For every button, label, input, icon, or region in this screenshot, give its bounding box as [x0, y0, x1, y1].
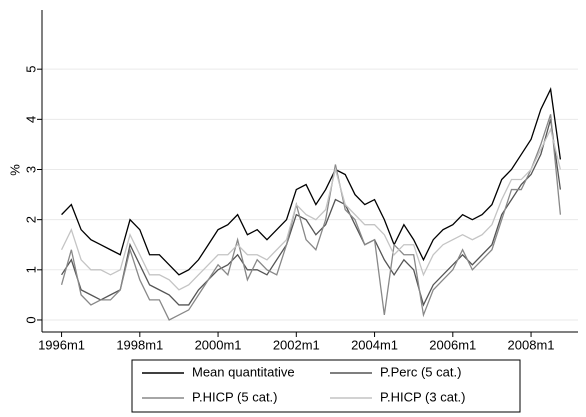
x-tick-label: 2006m1	[429, 337, 476, 352]
y-axis-label: %	[7, 164, 22, 176]
y-tick-label: 1	[23, 266, 38, 273]
y-tick-label: 2	[23, 216, 38, 223]
legend-label: Mean quantitative	[192, 364, 295, 379]
legend-box	[131, 359, 521, 413]
x-tick-label: 2008m1	[508, 337, 555, 352]
series-line	[61, 119, 562, 307]
legend-label: P.HICP (3 cat.)	[380, 389, 466, 404]
x-tick-label: 2000m1	[195, 337, 242, 352]
y-tick-label: 0	[23, 316, 38, 323]
series-line	[60, 127, 562, 291]
series-line	[61, 87, 562, 276]
series-line	[60, 114, 562, 321]
x-tick-label: 1998m1	[116, 337, 163, 352]
legend-label: P.HICP (5 cat.)	[192, 389, 278, 404]
x-tick-label: 2004m1	[351, 337, 398, 352]
y-tick-label: 3	[23, 166, 38, 173]
y-tick-label: 4	[23, 116, 38, 123]
x-tick-label: 2002m1	[273, 337, 320, 352]
y-tick-label: 5	[23, 66, 38, 73]
legend-label: P.Perc (5 cat.)	[380, 364, 461, 379]
x-tick-label: 1996m1	[38, 337, 85, 352]
